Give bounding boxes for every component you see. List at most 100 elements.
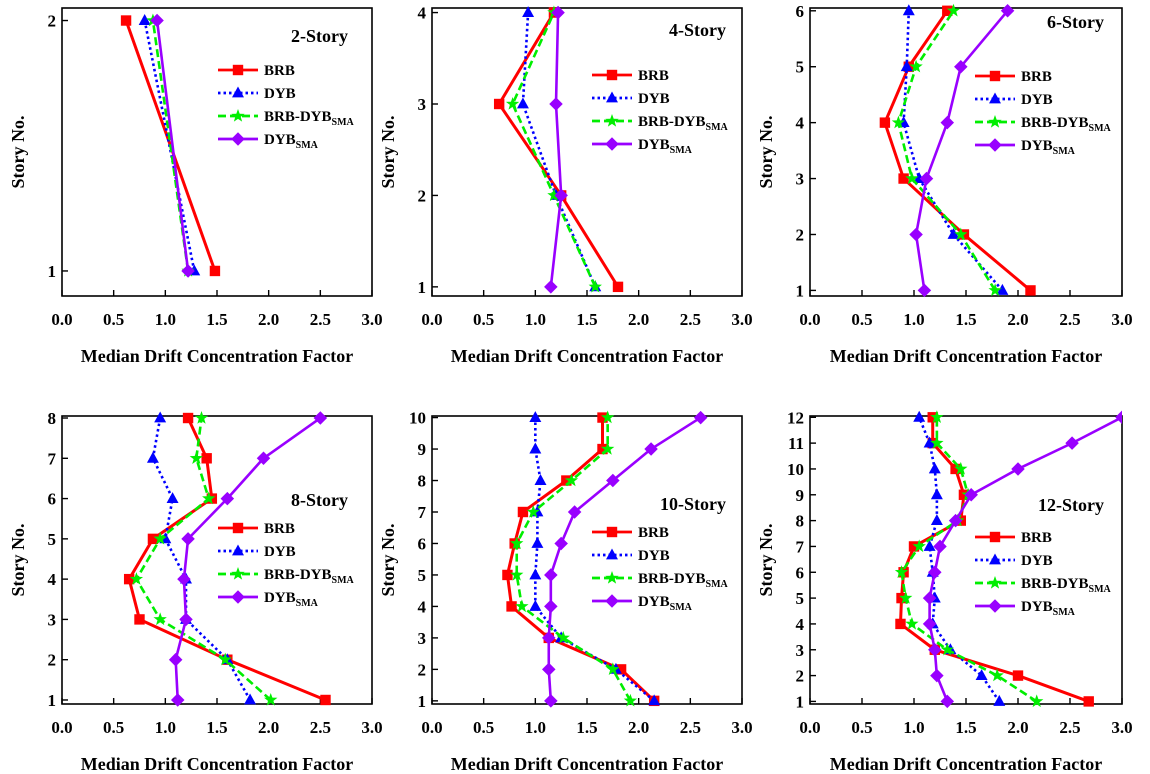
series-line <box>135 417 272 701</box>
data-point <box>1011 462 1025 476</box>
data-point <box>220 491 235 506</box>
y-tick-label: 4 <box>796 615 805 634</box>
legend-label-subscript: SMA <box>296 140 319 151</box>
x-tick-label: 2.0 <box>628 718 649 737</box>
legend-label: BRB-DYBSMA <box>264 567 355 586</box>
legend-label: DYB <box>264 544 296 560</box>
series-brb-dyb-sma <box>891 3 1002 297</box>
legend: BRB DYB BRB-DYBSMA DYBSMA <box>975 69 1112 157</box>
data-point <box>170 693 185 707</box>
data-point <box>182 412 194 424</box>
data-point <box>510 567 524 581</box>
data-point <box>147 533 159 545</box>
y-tick-label: 1 <box>418 278 427 297</box>
legend-marker <box>606 69 618 81</box>
data-point <box>922 617 937 631</box>
y-axis-label: Story No. <box>8 116 28 189</box>
data-point <box>933 539 947 554</box>
x-tick-label: 2.5 <box>310 310 331 329</box>
data-point <box>138 14 151 25</box>
data-point <box>551 5 565 20</box>
x-tick-label: 1.0 <box>903 310 924 329</box>
series-line <box>902 10 1004 292</box>
data-point <box>549 97 563 111</box>
y-tick-label: 8 <box>418 472 427 491</box>
x-tick-label: 3.0 <box>1111 718 1132 737</box>
y-tick-label: 7 <box>418 503 427 522</box>
chart-panel-5: 0.0 0.5 1.0 1.5 2.0 2.5 3.0 1 2 3 4 5 6 7 8 9 10 Median D… <box>378 409 753 774</box>
y-tick-label: 4 <box>48 570 57 589</box>
x-tick-label: 2.0 <box>1007 310 1028 329</box>
chart-panel-2: 0.0 0.5 1.0 1.5 2.0 2.5 3.0 1 2 3 4 Median Drift Co… <box>378 4 753 366</box>
legend-label-subscript: SMA <box>1089 123 1112 134</box>
data-point <box>218 652 232 666</box>
data-point <box>506 601 517 612</box>
data-point <box>542 631 556 645</box>
legend-marker <box>231 108 245 122</box>
y-tick-label: 3 <box>418 95 427 114</box>
data-point <box>510 536 524 550</box>
y-tick-label: 9 <box>418 440 427 459</box>
y-axis-label: Story No. <box>8 524 28 597</box>
data-point <box>1030 694 1044 708</box>
data-point <box>993 694 1006 706</box>
legend-marker <box>988 599 1002 613</box>
y-tick-label: 7 <box>796 537 805 556</box>
data-point <box>902 4 915 16</box>
legend-label-subscript: SMA <box>1053 146 1076 157</box>
legend-marker <box>232 86 244 98</box>
data-point <box>544 568 558 582</box>
y-tick-label: 11 <box>788 434 804 453</box>
legend-label: BRB-DYBSMA <box>638 114 729 133</box>
data-point <box>644 442 658 456</box>
data-point <box>529 442 542 454</box>
data-point <box>531 536 544 548</box>
legend-label: DYBSMA <box>638 594 693 613</box>
x-tick-label: 0.5 <box>473 310 494 329</box>
data-point <box>556 630 570 644</box>
data-point <box>554 188 568 203</box>
data-point <box>623 693 638 707</box>
x-tick-label: 0.5 <box>473 718 494 737</box>
plot-frame <box>61 415 373 705</box>
data-point <box>879 117 891 128</box>
data-point <box>923 436 936 448</box>
data-point <box>930 488 943 500</box>
y-axis-label: Story No. <box>756 524 776 597</box>
legend-label: BRB-DYBSMA <box>638 571 729 590</box>
data-point <box>320 694 331 706</box>
series-dyb-sma <box>922 410 1122 709</box>
series-line <box>151 417 252 701</box>
y-tick-label: 3 <box>418 629 427 648</box>
data-point <box>150 13 164 28</box>
y-tick-label: 2 <box>796 225 805 244</box>
x-tick-label: 0.5 <box>851 310 872 329</box>
legend-label-subscript: SMA <box>706 122 729 133</box>
legend-label-subscript: SMA <box>1053 607 1076 618</box>
series-line <box>883 9 1032 292</box>
x-tick-label: 1.0 <box>155 310 176 329</box>
legend-marker <box>232 522 244 534</box>
y-tick-label: 1 <box>418 692 427 711</box>
y-tick-label: 6 <box>796 563 805 582</box>
data-point <box>189 451 204 464</box>
chart-panel-4: 0.0 0.5 1.0 1.5 2.0 2.5 3.0 1 2 3 4 5 6 7 8 Median Drif… <box>8 409 383 774</box>
x-tick-label: 2.5 <box>1059 718 1080 737</box>
legend-label: DYBSMA <box>1021 599 1076 618</box>
legend-label: BRB <box>638 525 669 541</box>
data-point <box>942 5 953 16</box>
data-point <box>544 599 558 614</box>
data-point <box>1115 410 1122 425</box>
data-point <box>120 15 132 26</box>
data-point <box>542 662 556 677</box>
y-tick-label: 12 <box>787 408 804 427</box>
y-tick-label: 2 <box>418 186 427 205</box>
y-tick-label: 3 <box>48 610 57 629</box>
data-point <box>544 694 558 708</box>
legend-marker <box>989 92 1001 104</box>
data-point <box>493 98 505 110</box>
legend-marker <box>232 64 244 76</box>
series-brb <box>879 5 1036 296</box>
x-tick-label: 2.5 <box>680 310 701 329</box>
y-tick-label: 10 <box>409 409 426 428</box>
